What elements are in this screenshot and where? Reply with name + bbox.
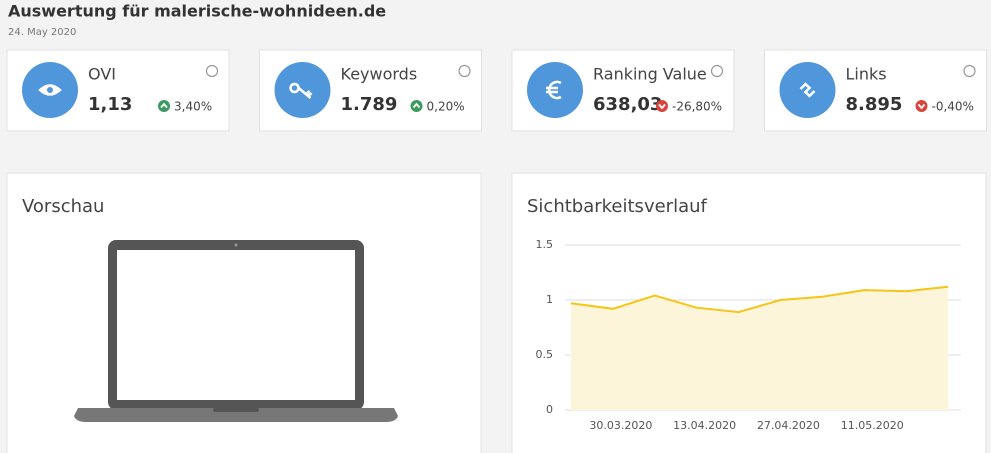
x-tick-label: 30.03.2020 <box>589 419 652 432</box>
card-icon-glyph <box>546 80 562 100</box>
change-icon <box>158 100 170 112</box>
change-icon <box>410 100 423 112</box>
chart: 0 0.5 1 1.5 30.03.2020 13.04.2020 27.04.2020 11… <box>536 238 961 432</box>
y-tick-label: 1 <box>546 293 553 306</box>
eye-pupil <box>47 87 53 93</box>
card-icon <box>527 62 583 118</box>
preview-title: Vorschau <box>22 196 104 217</box>
card-value: 638,03 <box>593 94 662 115</box>
change-value: -0,40% <box>932 100 974 114</box>
kpi-card: Ranking Value 638,03 -26,80% <box>511 49 735 132</box>
card-label: Keywords <box>341 65 418 84</box>
y-tick-label: 0 <box>546 403 553 416</box>
card-label: Ranking Value <box>593 65 707 84</box>
change-arrow <box>160 102 168 109</box>
change-arrow <box>412 102 421 109</box>
help-icon <box>963 64 976 78</box>
y-tick-label: 1.5 <box>536 238 554 251</box>
line <box>570 285 949 314</box>
help-icon <box>205 64 219 78</box>
laptop <box>74 240 398 422</box>
x-tick-label: 11.05.2020 <box>841 419 904 432</box>
change-arrow <box>917 103 926 110</box>
page-date: 24. May 2020 <box>8 27 76 38</box>
card-icon-glyph <box>799 82 816 98</box>
kpi-card: OVI 1,13 3,40% <box>6 49 230 132</box>
card-label: Links <box>846 65 887 84</box>
change-value: -26,80% <box>672 100 722 114</box>
area <box>571 286 948 410</box>
x-tick-label: 27.04.2020 <box>757 419 820 432</box>
card-label: OVI <box>88 65 116 84</box>
kpi-card: Links 8.895 -0,40% <box>764 49 987 132</box>
card-value: 1,13 <box>88 94 132 115</box>
kpi-cards: OVI 1,13 3,40% Keywords 1.789 0,20% Ranking Va… <box>6 49 987 132</box>
help-icon <box>458 64 471 78</box>
change-icon <box>915 100 928 112</box>
change-icon <box>656 100 668 112</box>
card-value: 8.895 <box>846 94 903 115</box>
y-tick-label: 0.5 <box>536 348 554 361</box>
x-tick-label: 13.04.2020 <box>673 419 736 432</box>
card-icon-glyph <box>289 82 313 99</box>
card-value: 1.789 <box>341 94 398 115</box>
change-arrow <box>658 103 666 110</box>
page-title: Auswertung für malerische-wohnideen.de <box>8 2 386 21</box>
change-value: 0,20% <box>427 100 465 114</box>
change-value: 3,40% <box>174 100 212 114</box>
help-icon <box>710 64 724 78</box>
kpi-card: Keywords 1.789 0,20% <box>259 49 482 132</box>
chart-title: Sichtbarkeitsverlauf <box>527 196 708 217</box>
